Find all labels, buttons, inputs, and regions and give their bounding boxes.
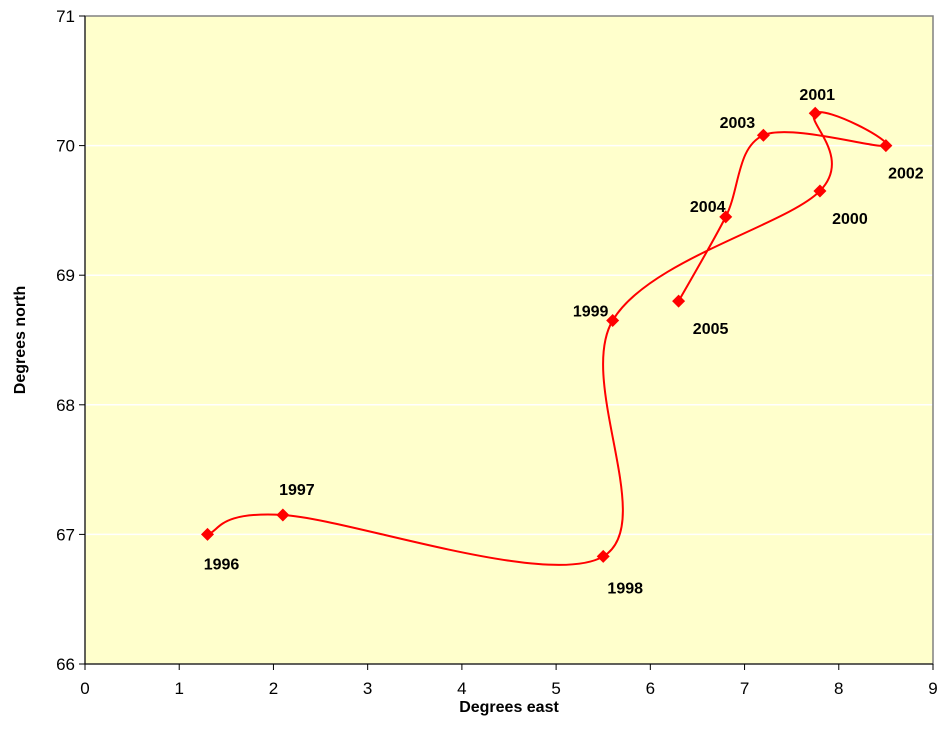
data-markers (200, 106, 893, 563)
data-point-2001 (808, 106, 822, 120)
data-point-1996 (200, 527, 214, 541)
x-tick-label: 2 (269, 679, 278, 698)
data-label-2001: 2001 (799, 87, 835, 104)
plot-area (85, 16, 933, 664)
data-point-2002 (879, 139, 893, 153)
x-tick-label: 5 (551, 679, 560, 698)
data-label-1997: 1997 (279, 482, 315, 499)
data-point-2000 (813, 184, 827, 198)
x-tick-label: 7 (740, 679, 749, 698)
data-label-1999: 1999 (573, 304, 609, 321)
data-point-1998 (596, 549, 610, 563)
y-tick-label: 67 (56, 525, 75, 544)
data-label-2000: 2000 (832, 211, 868, 228)
x-axis-ticks: 0 1 2 3 4 5 6 7 8 9 (80, 664, 938, 698)
y-axis-ticks: 66 67 68 69 70 71 (56, 7, 85, 674)
data-label-1996: 1996 (204, 556, 240, 573)
y-tick-label: 71 (56, 7, 75, 26)
data-label-2005: 2005 (693, 321, 729, 338)
y-tick-label: 69 (56, 266, 75, 285)
x-tick-label: 3 (363, 679, 372, 698)
y-tick-label: 66 (56, 655, 75, 674)
x-tick-label: 9 (928, 679, 937, 698)
data-point-1997 (276, 508, 290, 522)
x-tick-label: 0 (80, 679, 89, 698)
data-label-1998: 1998 (607, 580, 643, 597)
series-line (207, 111, 888, 566)
data-label-2002: 2002 (888, 166, 924, 183)
x-tick-label: 8 (834, 679, 843, 698)
data-point-2003 (756, 128, 770, 142)
y-axis-title: Degrees north (12, 286, 29, 394)
x-tick-label: 1 (174, 679, 183, 698)
gridlines (85, 144, 933, 536)
data-label-2003: 2003 (720, 115, 756, 132)
data-label-2004: 2004 (690, 199, 726, 216)
data-point-2005 (672, 294, 686, 308)
data-labels: 1996 1997 1998 1999 2000 2001 2002 2003 2004 2005 (204, 87, 924, 597)
y-tick-label: 68 (56, 396, 75, 415)
axes (84, 16, 933, 665)
x-tick-label: 6 (646, 679, 655, 698)
data-point-1999 (606, 314, 620, 328)
x-axis-title: Degrees east (459, 699, 559, 716)
data-point-2004 (719, 210, 733, 224)
y-tick-label: 70 (56, 137, 75, 156)
x-tick-label: 4 (457, 679, 466, 698)
